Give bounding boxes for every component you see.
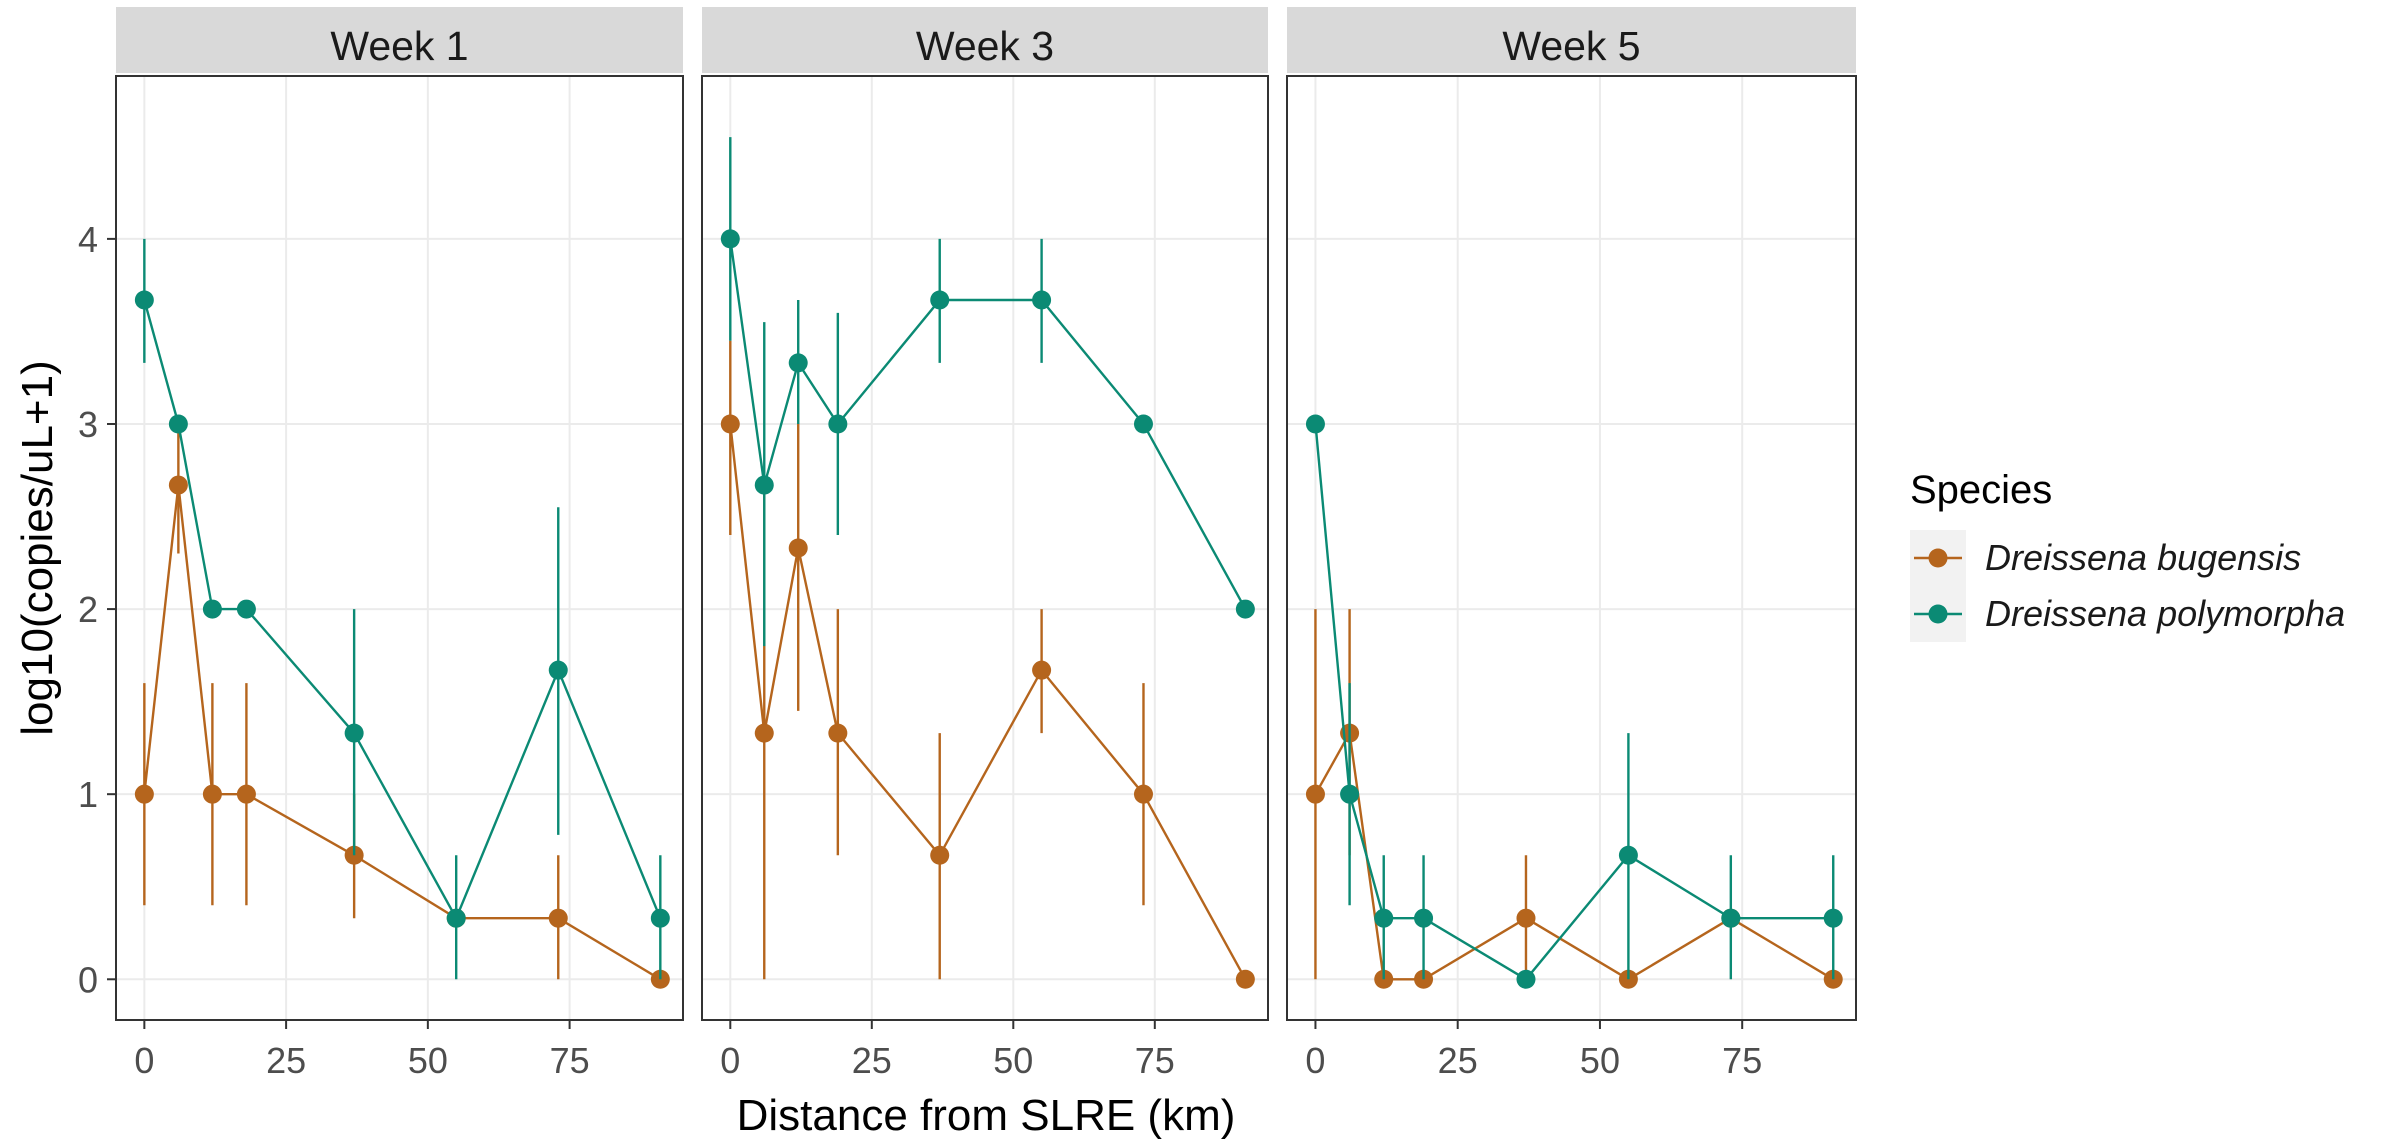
data-point [134,290,154,310]
series-line [143,299,662,921]
legend-label: Dreissena polymorpha [1985,593,2345,634]
data-point [1340,784,1360,804]
facet-strip [702,7,1268,73]
data-point [1374,908,1394,928]
y-tick-label: 2 [78,589,98,630]
data-point [930,845,950,865]
data-point [202,784,222,804]
x-tick-label: 0 [134,1040,154,1081]
facet-strip-label: Week 3 [916,23,1054,69]
data-point [1305,414,1325,434]
x-tick-label: 25 [266,1040,306,1081]
data-point [202,599,222,619]
facet-panel: Week 5 0 25 50 75 [1286,7,1857,1081]
x-tick-label: 50 [993,1040,1033,1081]
facet-strip [116,7,683,73]
series-line [729,423,1247,980]
data-point [1235,969,1255,989]
x-tick-label: 75 [1135,1040,1175,1081]
legend: Species Dreissena bugensis Dreissena polym… [1910,468,2345,642]
data-point [1823,908,1843,928]
series-group [720,137,1255,647]
data-point [828,723,848,743]
data-point [1133,414,1153,434]
series-line [1314,423,1834,981]
series-line [143,484,661,981]
data-point [134,784,154,804]
panel-border [115,75,684,1021]
data-point [548,660,568,680]
series-group [720,340,1255,989]
data-point [446,908,466,928]
x-tick-label: 25 [1438,1040,1478,1081]
legend-key-point [1928,548,1948,568]
panel-background [702,76,1268,1020]
data-point [236,599,256,619]
data-point [168,475,188,495]
data-point [788,538,808,558]
x-tick-label: 75 [550,1040,590,1081]
facet-strip [1287,7,1856,73]
x-tick-label: 0 [1305,1040,1325,1081]
data-point [236,784,256,804]
data-point [828,414,848,434]
y-tick-label: 3 [78,404,98,445]
legend-key-point [1928,604,1948,624]
legend-label: Dreissena bugensis [1985,537,2301,578]
data-point [1618,845,1638,865]
panel-background [1287,76,1856,1020]
y-tick-label: 4 [78,219,98,260]
data-point [930,290,950,310]
data-point [1414,908,1434,928]
x-tick-label: 50 [1580,1040,1620,1081]
x-tick-label: 25 [852,1040,892,1081]
panel-border [1286,75,1857,1021]
x-tick-label: 75 [1722,1040,1762,1081]
data-point [1235,599,1255,619]
data-point [1516,969,1536,989]
y-tick-label: 0 [78,959,98,1000]
facet-panel: Week 3 0 25 50 75 [701,7,1269,1081]
series-group [1305,414,1843,989]
data-point [1032,660,1052,680]
data-point [344,723,364,743]
data-point [168,414,188,434]
y-axis-title: log10(copies/uL+1) [13,360,62,735]
data-point [548,908,568,928]
facet-strip-label: Week 5 [1502,23,1640,69]
data-point [650,908,670,928]
data-point [720,414,740,434]
y-tick-label: 1 [78,774,98,815]
data-point [720,229,740,249]
panel-background [116,76,683,1020]
legend-title: Species [1910,468,2052,512]
panel-border [701,75,1269,1021]
data-point [754,475,774,495]
data-point [1305,784,1325,804]
data-point [1133,784,1153,804]
data-point [788,353,808,373]
x-tick-label: 50 [408,1040,448,1081]
x-tick-label: 0 [720,1040,740,1081]
data-point [1032,290,1052,310]
facet-strip-label: Week 1 [330,23,468,69]
data-point [754,723,774,743]
data-point [1516,908,1536,928]
series-group [134,238,670,980]
data-point [1721,908,1741,928]
series-line [729,238,1247,610]
facet-panel: Week 1 0 25 50 75 0 1 2 3 4 [78,7,684,1081]
x-axis-title: Distance from SLRE (km) [737,1091,1236,1140]
